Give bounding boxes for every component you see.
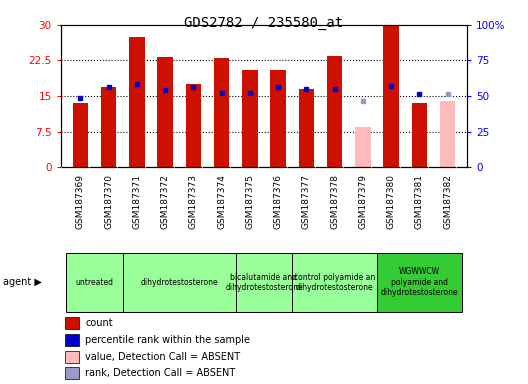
Bar bbox=[123, 253, 236, 312]
Text: GSM187375: GSM187375 bbox=[246, 174, 254, 229]
Bar bbox=[383, 25, 399, 167]
Bar bbox=[214, 58, 229, 167]
Bar bbox=[377, 253, 461, 312]
Text: agent ▶: agent ▶ bbox=[3, 277, 42, 287]
Bar bbox=[65, 351, 79, 362]
Text: untreated: untreated bbox=[76, 278, 114, 287]
Text: GSM187382: GSM187382 bbox=[443, 174, 452, 229]
Text: control polyamide an
dihydrotestosterone: control polyamide an dihydrotestosterone bbox=[294, 273, 375, 292]
Text: WGWWCW
polyamide and
dihydrotestosterone: WGWWCW polyamide and dihydrotestosterone bbox=[381, 267, 458, 297]
Text: GSM187376: GSM187376 bbox=[274, 174, 282, 229]
Text: GSM187379: GSM187379 bbox=[359, 174, 367, 229]
Bar bbox=[67, 253, 123, 312]
Bar bbox=[129, 37, 145, 167]
Bar bbox=[65, 334, 79, 346]
Bar bbox=[186, 84, 201, 167]
Text: GSM187370: GSM187370 bbox=[104, 174, 113, 229]
Bar bbox=[157, 57, 173, 167]
Text: percentile rank within the sample: percentile rank within the sample bbox=[85, 335, 250, 345]
Bar bbox=[101, 88, 117, 167]
Bar bbox=[355, 127, 371, 167]
Text: GSM187373: GSM187373 bbox=[189, 174, 198, 229]
Bar bbox=[327, 56, 342, 167]
Text: GSM187380: GSM187380 bbox=[386, 174, 395, 229]
Text: count: count bbox=[85, 318, 113, 328]
Bar bbox=[73, 103, 88, 167]
Bar bbox=[299, 89, 314, 167]
Bar bbox=[292, 253, 377, 312]
Text: value, Detection Call = ABSENT: value, Detection Call = ABSENT bbox=[85, 352, 240, 362]
Bar bbox=[440, 101, 455, 167]
Bar bbox=[65, 317, 79, 329]
Bar bbox=[65, 367, 79, 379]
Text: GSM187377: GSM187377 bbox=[302, 174, 311, 229]
Text: rank, Detection Call = ABSENT: rank, Detection Call = ABSENT bbox=[85, 368, 235, 379]
Bar bbox=[270, 70, 286, 167]
Bar bbox=[242, 70, 258, 167]
Text: GSM187374: GSM187374 bbox=[217, 174, 226, 229]
Text: GSM187372: GSM187372 bbox=[161, 174, 169, 229]
Text: bicalutamide and
dihydrotestosterone: bicalutamide and dihydrotestosterone bbox=[225, 273, 303, 292]
Text: GSM187378: GSM187378 bbox=[330, 174, 339, 229]
Text: dihydrotestosterone: dihydrotestosterone bbox=[140, 278, 218, 287]
Text: GSM187369: GSM187369 bbox=[76, 174, 85, 229]
Text: GSM187371: GSM187371 bbox=[133, 174, 142, 229]
Bar bbox=[411, 103, 427, 167]
Text: GDS2782 / 235580_at: GDS2782 / 235580_at bbox=[184, 16, 344, 30]
Bar bbox=[236, 253, 292, 312]
Text: GSM187381: GSM187381 bbox=[415, 174, 424, 229]
